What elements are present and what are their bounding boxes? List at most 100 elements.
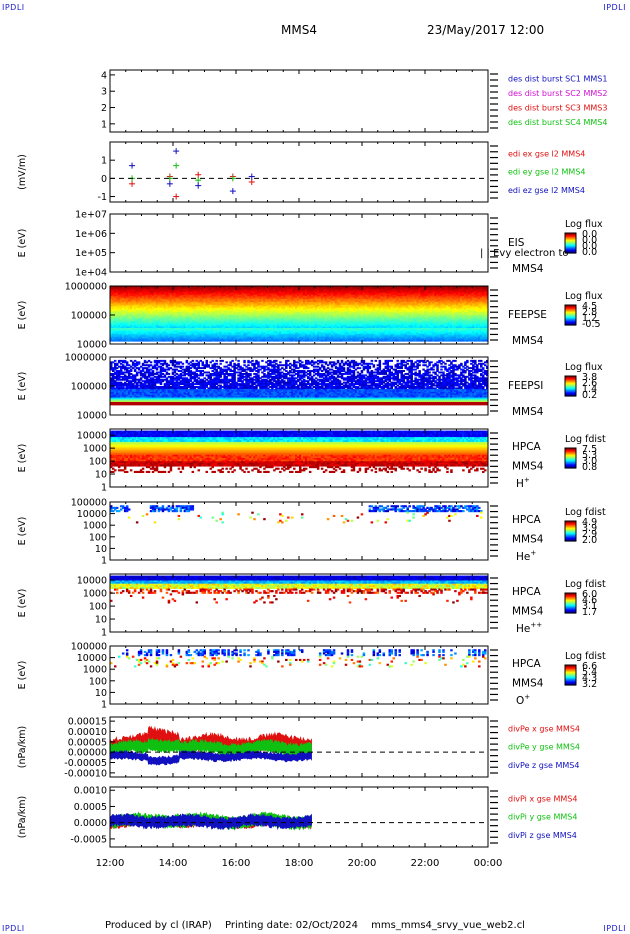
heatmap-cell bbox=[119, 304, 123, 307]
heatmap-cell bbox=[149, 297, 153, 300]
heatmap-cell bbox=[115, 322, 119, 325]
heatmap-cell bbox=[165, 301, 169, 304]
heatmap-cell bbox=[149, 323, 153, 326]
heatmap-cell bbox=[145, 320, 149, 323]
heatmap-cell bbox=[165, 299, 169, 301]
heatmap-cell bbox=[110, 326, 113, 329]
heatmap-cell bbox=[123, 303, 127, 306]
heatmap-cell bbox=[111, 338, 115, 341]
heatmap-cell bbox=[117, 338, 121, 341]
heatmap-cell bbox=[133, 306, 137, 309]
heatmap-cell bbox=[151, 296, 155, 299]
heatmap-cell bbox=[127, 293, 131, 296]
heatmap-cell bbox=[121, 339, 125, 342]
heatmap-cell bbox=[155, 307, 159, 310]
heatmap-cell bbox=[110, 333, 113, 336]
heatmap-cell bbox=[155, 316, 159, 319]
heatmap-cell bbox=[113, 286, 117, 288]
heatmap-cell bbox=[139, 326, 143, 329]
heatmap-cell bbox=[155, 300, 159, 303]
heatmap-cell bbox=[123, 300, 127, 303]
heatmap-cell bbox=[165, 290, 169, 293]
heatmap-cell bbox=[167, 291, 171, 294]
heatmap-cell bbox=[123, 293, 127, 296]
heatmap-cell bbox=[115, 293, 119, 296]
heatmap-cell bbox=[149, 316, 153, 319]
heatmap-cell bbox=[110, 307, 113, 310]
y-tick-label: 1e+04 bbox=[75, 268, 107, 279]
heatmap-cell bbox=[155, 333, 159, 336]
datetime-title: 23/May/2017 12:00 bbox=[427, 23, 545, 37]
heatmap-cell bbox=[149, 287, 153, 290]
heatmap-cell bbox=[125, 328, 129, 330]
heatmap-cell bbox=[143, 301, 147, 304]
heatmap-cell bbox=[135, 322, 139, 325]
heatmap-cell bbox=[143, 319, 147, 322]
heatmap-cell bbox=[167, 290, 171, 293]
heatmap-cell bbox=[165, 312, 169, 315]
heatmap-cell bbox=[131, 315, 135, 317]
heatmap-cell bbox=[139, 315, 143, 317]
y-tick-label: 1e+06 bbox=[75, 229, 107, 240]
heatmap-cell bbox=[143, 287, 147, 290]
heatmap-cell bbox=[129, 287, 133, 290]
heatmap-cell bbox=[165, 339, 169, 342]
heatmap-cell bbox=[153, 300, 157, 303]
heatmap-cell bbox=[129, 297, 133, 300]
heatmap-cell bbox=[139, 330, 143, 333]
heatmap-cell bbox=[131, 297, 135, 300]
heatmap-cell bbox=[121, 306, 125, 309]
heatmap-cell bbox=[131, 296, 135, 299]
heatmap-cell bbox=[147, 315, 151, 317]
heatmap-cell bbox=[127, 307, 131, 310]
heatmap-cell bbox=[125, 332, 129, 335]
heatmap-cell bbox=[131, 300, 135, 303]
heatmap-cell bbox=[119, 335, 123, 338]
heatmap-cell bbox=[139, 290, 143, 293]
heatmap-cell bbox=[151, 325, 155, 328]
instrument-label: EIS bbox=[508, 237, 525, 249]
heatmap-cell bbox=[157, 332, 161, 335]
heatmap-cell bbox=[127, 338, 131, 341]
heatmap-cell bbox=[110, 297, 113, 300]
heatmap-cell bbox=[161, 287, 165, 290]
heatmap-cell bbox=[163, 301, 167, 304]
heatmap-cell bbox=[167, 307, 171, 310]
heatmap-cell bbox=[110, 301, 113, 304]
heatmap-cell bbox=[143, 322, 147, 325]
heatmap-cell bbox=[145, 299, 149, 301]
heatmap-cell bbox=[111, 336, 115, 339]
panel-frame-edi-e-gse bbox=[109, 141, 489, 203]
heatmap-cell bbox=[113, 338, 117, 341]
heatmap-cell bbox=[131, 293, 135, 296]
heatmap-cell bbox=[149, 333, 153, 336]
heatmap-cell bbox=[151, 315, 155, 317]
heatmap-cell bbox=[110, 309, 113, 312]
heatmap-cell bbox=[121, 313, 125, 316]
heatmap-cell bbox=[163, 299, 167, 301]
heatmap-cell bbox=[137, 301, 141, 304]
heatmap-cell bbox=[143, 330, 147, 333]
heatmap-cell bbox=[163, 322, 167, 325]
heatmap-cell bbox=[151, 307, 155, 310]
colorbar-cell bbox=[565, 244, 576, 246]
heatmap-cell bbox=[127, 332, 131, 335]
heatmap-cell bbox=[163, 317, 167, 320]
y-tick-label: 1e+07 bbox=[75, 210, 107, 221]
heatmap-cell bbox=[133, 339, 137, 342]
heatmap-cell bbox=[127, 319, 131, 322]
heatmap-cell bbox=[135, 330, 139, 333]
heatmap-cell bbox=[163, 288, 167, 291]
heatmap-cell bbox=[149, 296, 153, 299]
heatmap-cell bbox=[153, 286, 157, 288]
heatmap-cell bbox=[110, 290, 113, 293]
heatmap-cell bbox=[135, 326, 139, 329]
heatmap-cell bbox=[127, 329, 131, 332]
heatmap-cell bbox=[167, 296, 171, 299]
heatmap-cell bbox=[110, 328, 113, 330]
heatmap-cell bbox=[167, 323, 171, 326]
heatmap-cell bbox=[149, 322, 153, 325]
heatmap-cell bbox=[117, 326, 121, 329]
heatmap-cell bbox=[165, 303, 169, 306]
